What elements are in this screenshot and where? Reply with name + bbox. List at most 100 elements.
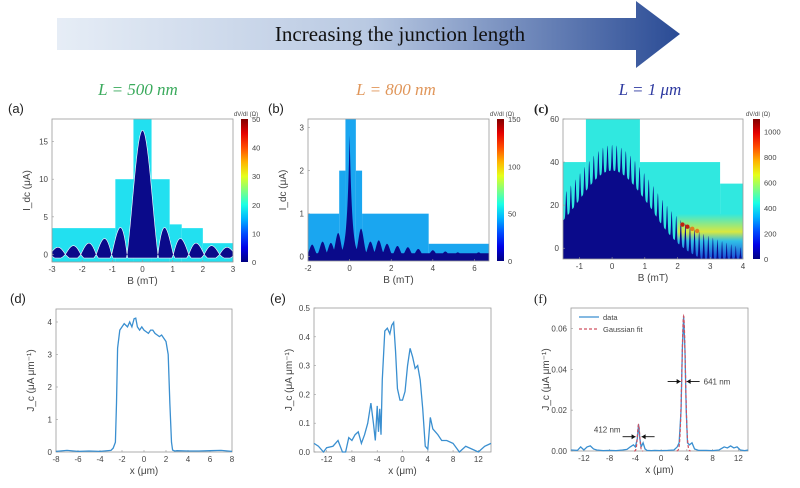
y-axis-label: J_c (μA μm⁻¹): [284, 349, 295, 411]
panel-label-c: (c): [534, 101, 549, 116]
high-resistance-spot: [680, 222, 685, 227]
colorbar-tick-label: 800: [764, 153, 777, 162]
x-tick-label: -8: [606, 454, 614, 463]
x-tick-label: 4: [431, 264, 436, 273]
colorbar: [753, 119, 760, 259]
x-tick-label: 2: [201, 265, 206, 274]
y-tick-label: 0: [48, 448, 53, 457]
y-tick-label: 0: [44, 250, 49, 259]
x-tick-label: -2: [79, 265, 87, 274]
colorbar-tick-label: 0: [508, 257, 512, 266]
y-tick-label: 0.3: [299, 362, 311, 371]
y-tick-label: 3: [48, 351, 53, 360]
x-tick-label: -4: [374, 455, 382, 464]
gaussian-fit-curve: [676, 313, 691, 452]
colorbar-title: dV/dI (Ω): [746, 112, 770, 118]
colorbar: [241, 119, 248, 262]
y-tick-label: 1: [48, 416, 53, 425]
colorbar-tick-label: 30: [252, 172, 260, 181]
x-tick-label: 4: [426, 455, 431, 464]
y-tick-label: 4: [48, 318, 53, 327]
y-tick-label: 1: [300, 210, 305, 219]
y-axis-label: I_dc (μA): [278, 170, 289, 211]
y-tick-label: 0: [555, 244, 560, 253]
length-label-1um: L = 1 μm: [618, 80, 682, 99]
heatmap-panel-b: -2 0 2 4 6 0 1 2 3 B (mT) I_dc (μA) 0 50 100 150dV/dI …: [278, 112, 521, 286]
x-tick-label: -6: [74, 455, 82, 464]
gaussian-fit-curve: [634, 423, 644, 452]
colorbar: [497, 119, 504, 261]
critical-current-region: [563, 144, 743, 259]
panel-label-b: (b): [268, 101, 284, 116]
y-tick-label: 15: [39, 138, 48, 147]
arrowhead-icon: [686, 379, 691, 385]
x-tick-label: 1: [643, 262, 648, 271]
y-tick-label: 0.0: [299, 448, 311, 457]
arrow-shape: [57, 1, 680, 68]
colorbar-tick-label: 0: [764, 255, 768, 264]
y-tick-label: 60: [550, 115, 559, 124]
x-axis-label: x (μm): [388, 466, 417, 477]
x-tick-label: 3: [708, 262, 713, 271]
colorbar-tick-label: 150: [508, 115, 521, 124]
y-tick-label: 0.04: [551, 365, 567, 374]
x-tick-label: -8: [52, 455, 60, 464]
length-label-500nm: L = 500 nm: [98, 80, 178, 99]
series-line-data: [313, 320, 492, 454]
x-tick-label: -8: [348, 455, 356, 464]
x-axis-label: B (mT): [383, 275, 414, 286]
colorbar-tick-label: 600: [764, 179, 777, 188]
colorbar-title: dV/dI (Ω): [490, 112, 514, 118]
colorbar-tick-label: 40: [252, 144, 260, 153]
fwhm-annotation: 641 nm: [704, 378, 731, 387]
panel-label-e: (e): [270, 291, 286, 306]
colorbar-tick-label: 200: [764, 230, 777, 239]
x-tick-label: 8: [710, 454, 715, 463]
colorbar-tick-label: 1000: [764, 128, 781, 137]
x-tick-label: 8: [230, 455, 235, 464]
y-tick-label: 0.02: [551, 406, 567, 415]
junction-length-arrow: [57, 1, 680, 68]
x-tick-label: 0: [400, 455, 405, 464]
y-axis-label: J_c (μA μm⁻¹): [26, 349, 37, 411]
y-tick-label: 40: [550, 158, 559, 167]
y-tick-label: 5: [44, 213, 49, 222]
x-tick-label: -12: [578, 454, 590, 463]
scan-region: [355, 170, 363, 261]
x-tick-label: 12: [734, 454, 743, 463]
arrowhead-icon: [676, 379, 681, 385]
x-tick-label: 8: [451, 455, 456, 464]
arrowhead-icon: [641, 434, 646, 440]
colorbar-tick-label: 400: [764, 204, 777, 213]
colorbar-tick-label: 50: [252, 115, 260, 124]
fwhm-annotation: 412 nm: [594, 426, 621, 435]
y-axis-label: I_dc (μA): [22, 170, 33, 211]
colorbar-tick-label: 50: [508, 210, 516, 219]
line-panel-e: -12 -8 -4 0 4 8 12 0.0 0.1 0.2 0.3 0.4 0.5 x (μm) J_c …: [284, 304, 492, 477]
x-axis-label: B (mT): [127, 276, 158, 287]
series-line-data: [55, 317, 233, 453]
y-tick-label: 0.2: [299, 390, 311, 399]
y-tick-label: 0.00: [551, 447, 567, 456]
y-tick-label: 0.5: [299, 304, 311, 313]
series-line-data: [570, 316, 749, 452]
arrowhead-icon: [631, 434, 636, 440]
banner-title: Increasing the junction length: [274, 22, 526, 46]
x-tick-label: 6: [472, 264, 477, 273]
colorbar-tick-label: 20: [252, 201, 260, 210]
plot-frame: [307, 118, 490, 262]
x-tick-label: 0: [347, 264, 352, 273]
legend-label-data: data: [603, 313, 618, 322]
x-tick-label: 4: [741, 262, 746, 271]
line-panel-d: -8 -6 -4 -2 0 2 4 6 8 0 1 2 3 4 x (μm) J_c (μA μm⁻¹): [26, 308, 235, 477]
x-tick-label: 0: [140, 265, 145, 274]
x-tick-label: -2: [304, 264, 312, 273]
high-resistance-spot: [685, 224, 690, 229]
x-axis-label: B (mT): [638, 273, 669, 284]
x-tick-label: -4: [96, 455, 104, 464]
high-resistance-spot: [690, 226, 695, 232]
y-tick-label: 10: [39, 175, 48, 184]
x-tick-label: 6: [208, 455, 213, 464]
y-tick-label: 0.06: [551, 324, 567, 333]
